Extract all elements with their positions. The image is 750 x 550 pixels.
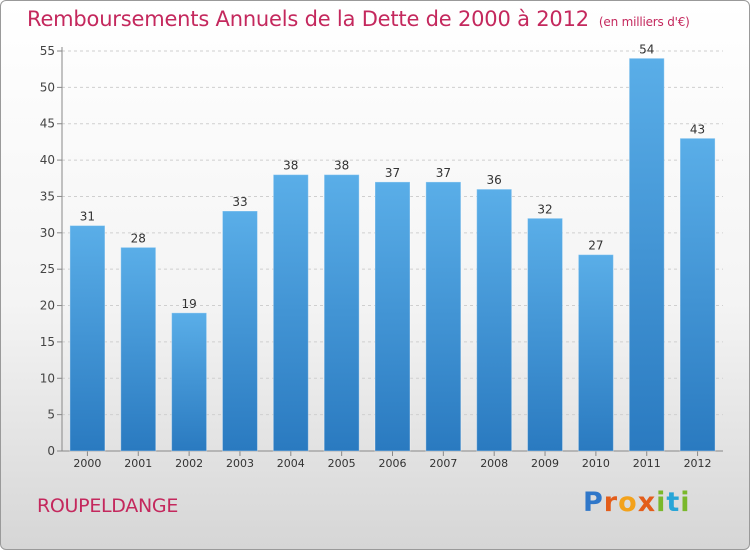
data-label: 37 [436, 166, 451, 180]
logo-letter: t [666, 487, 681, 518]
bar [680, 138, 716, 452]
data-label: 19 [181, 297, 196, 311]
data-label: 28 [131, 231, 146, 245]
data-label: 38 [283, 159, 298, 173]
bars [69, 57, 716, 452]
x-tick-label: 2004 [277, 457, 305, 470]
y-tick-label: 35 [40, 189, 55, 203]
bar [476, 189, 512, 451]
data-label: 38 [334, 159, 349, 173]
y-tick-label: 0 [47, 444, 55, 458]
chart-title-unit: (en milliers d'€) [598, 15, 690, 29]
bar [171, 312, 207, 451]
bar-edge [374, 181, 411, 452]
data-label: 32 [537, 202, 552, 216]
proxiti-logo: Proxiti [583, 487, 691, 518]
data-label: 27 [588, 239, 603, 253]
bar-edge [425, 181, 462, 452]
x-tick-label: 2003 [226, 457, 254, 470]
x-tick-label: 2011 [633, 457, 661, 470]
chart-title-main: Remboursements Annuels de la Dette de 20… [27, 7, 589, 31]
y-tick-label: 15 [40, 335, 55, 349]
y-tick-label: 50 [40, 80, 55, 94]
x-tick-label: 2007 [429, 457, 457, 470]
x-tick-label: 2000 [73, 457, 101, 470]
logo-letter: i [656, 487, 667, 518]
y-tick-label: 25 [40, 262, 55, 276]
logo-letter: x [637, 487, 657, 518]
bar-edge [221, 210, 258, 452]
bar-edge [272, 174, 309, 452]
logo-letter: r [603, 487, 619, 518]
bar-edge [476, 188, 513, 452]
bar [578, 254, 614, 451]
bar-edge [171, 312, 208, 452]
y-tick-label: 10 [40, 371, 55, 385]
data-label: 37 [385, 166, 400, 180]
data-label: 54 [639, 42, 654, 56]
x-tick-label: 2002 [175, 457, 203, 470]
bar-edge [679, 137, 716, 452]
bar [222, 211, 258, 451]
chart-title: Remboursements Annuels de la Dette de 20… [27, 7, 690, 31]
x-tick-label: 2012 [684, 457, 712, 470]
data-label: 33 [232, 195, 247, 209]
bar-edge [323, 174, 360, 452]
x-tick-label: 2001 [124, 457, 152, 470]
y-tick-label: 20 [40, 299, 55, 313]
data-label: 43 [690, 122, 705, 136]
bar [324, 174, 360, 452]
y-tick-label: 5 [47, 408, 55, 422]
bar-edge [628, 57, 665, 452]
y-tick-label: 40 [40, 153, 55, 167]
bar [425, 181, 461, 451]
x-tick-label: 2005 [328, 457, 356, 470]
commune-name: ROUPELDANGE [37, 495, 179, 517]
bar [120, 247, 156, 451]
x-tick-label: 2008 [480, 457, 508, 470]
bar-edge [577, 254, 614, 452]
bar-edge [527, 217, 564, 452]
logo-letter: i [680, 487, 691, 518]
labels: 31 2000 28 2001 19 2002 33 2003 38 2004 38 2005 37 20… [73, 42, 711, 470]
bar [375, 181, 410, 451]
logo-letter: P [583, 487, 604, 518]
bar [527, 218, 563, 451]
x-tick-label: 2009 [531, 457, 559, 470]
data-label: 36 [487, 173, 502, 187]
y-tick-label: 55 [40, 44, 55, 58]
x-tick-label: 2010 [582, 457, 610, 470]
bar-edge [120, 246, 157, 452]
y-tick-label: 45 [40, 117, 55, 131]
x-tick-label: 2006 [379, 457, 407, 470]
data-label: 31 [80, 210, 95, 224]
bar [69, 225, 105, 451]
y-tick-label: 30 [40, 226, 55, 240]
logo-letter: o [618, 487, 638, 518]
bar [629, 58, 665, 451]
bar-edge [69, 225, 106, 452]
bar [273, 174, 309, 452]
